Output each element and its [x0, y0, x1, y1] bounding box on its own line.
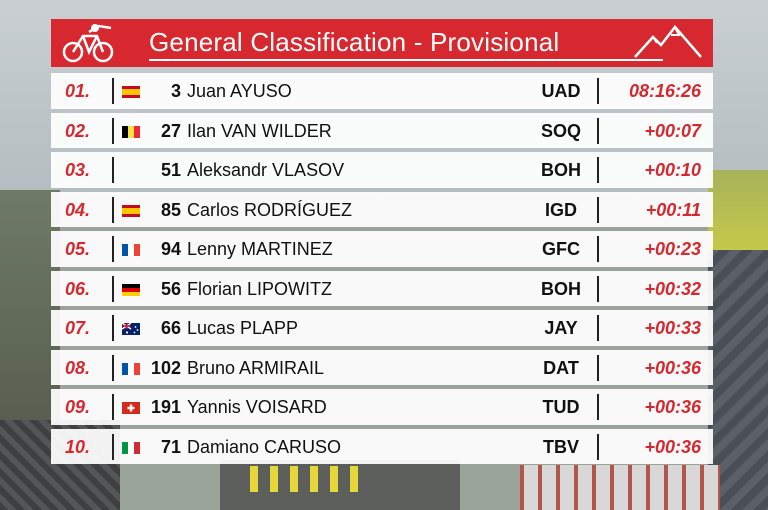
rider-name: Ilan VAN WILDER: [187, 120, 332, 141]
time-gap: +00:32: [644, 278, 701, 299]
team-code: GFC: [542, 239, 580, 259]
field-right: [708, 170, 768, 250]
page-title: General Classification - Provisional: [149, 27, 560, 57]
divider: [597, 275, 599, 302]
position: 09.: [65, 397, 91, 417]
flag-france-icon: [122, 362, 140, 375]
bib-number: 102: [150, 357, 181, 378]
team-code: UAD: [541, 81, 581, 101]
divider: [112, 196, 114, 223]
title-underline: [149, 59, 663, 61]
position: 08.: [65, 357, 91, 378]
position: 03.: [65, 160, 91, 180]
bib-number: 85: [160, 199, 181, 220]
bib-number: 66: [160, 318, 181, 338]
divider: [112, 394, 114, 420]
table-row: 06. 56 Florian LIPOWITZ BOH +00:32: [51, 270, 713, 306]
table-row: 10. 71 Damiano CARUSO TBV +00:36: [51, 428, 713, 464]
table-row: 08. 102 Bruno ARMIRAIL DAT +00:36: [51, 349, 713, 385]
scaffold: [520, 465, 720, 510]
table-row: 09. 191 Yannis VOISARD TUD +00:36: [51, 389, 713, 425]
bib-number: 51: [160, 160, 181, 180]
flag-spain-icon: [122, 204, 140, 217]
team-code: TUD: [542, 397, 580, 417]
time-gap: +00:36: [644, 357, 701, 378]
divider: [112, 275, 114, 302]
flag-switzerland-icon: [122, 401, 140, 414]
bib-number: 27: [160, 120, 181, 141]
divider: [112, 117, 114, 144]
table-row: 01. 3 Juan AYUSO UAD 08:16:26: [51, 73, 713, 109]
divider: [597, 78, 599, 104]
time-gap: +00:23: [644, 239, 701, 259]
team-code: SOQ: [540, 120, 581, 141]
time-gap: +00:10: [644, 160, 701, 180]
none-icon: [122, 164, 140, 176]
rider-name: Juan AYUSO: [187, 81, 292, 101]
position: 02.: [65, 120, 91, 141]
divider: [597, 196, 599, 223]
time-gap: +00:36: [644, 397, 701, 417]
bib-number: 71: [160, 436, 181, 457]
position: 04.: [65, 199, 91, 220]
position: 05.: [65, 239, 91, 259]
rider-name: Aleksandr VLASOV: [187, 160, 345, 180]
team-code: JAY: [544, 318, 578, 338]
divider: [112, 433, 114, 460]
bib-number: 191: [150, 397, 181, 417]
crosswalk: [250, 466, 360, 492]
time-gap: +00:07: [644, 120, 701, 141]
rider-name: Lenny MARTINEZ: [187, 239, 333, 259]
divider: [112, 315, 114, 341]
divider: [597, 354, 599, 381]
bib-number: 94: [160, 239, 181, 259]
rider-name: Bruno ARMIRAIL: [187, 357, 325, 378]
divider: [597, 315, 599, 341]
flag-france-icon: [122, 243, 140, 256]
position: 01.: [65, 81, 91, 101]
position: 07.: [65, 318, 91, 338]
divider: [597, 394, 599, 420]
flag-germany-icon: [122, 283, 140, 296]
flag-italy-icon: [122, 441, 140, 454]
time-gap: 08:16:26: [628, 81, 701, 101]
divider: [597, 117, 599, 144]
position: 10.: [65, 436, 91, 457]
team-code: BOH: [541, 278, 581, 299]
bib-number: 56: [160, 278, 181, 299]
divider: [112, 157, 114, 183]
team-code: DAT: [543, 357, 579, 378]
divider: [597, 157, 599, 183]
bib-number: 3: [170, 81, 181, 101]
classification-table: 01. 3 Juan AYUSO UAD 08:16:26 02. 27 Ilan VAN W…: [51, 73, 713, 468]
rider-name: Florian LIPOWITZ: [187, 278, 333, 299]
table-row: 03. 51 Aleksandr VLASOV BOH +00:10: [51, 152, 713, 188]
divider: [597, 236, 599, 262]
table-row: 02. 27 Ilan VAN WILDER SOQ +00:07: [51, 112, 713, 148]
table-row: 04. 85 Carlos RODRÍGUEZ IGD +00:11: [51, 191, 713, 227]
table-row: 07. 66 Lucas PLAPP JAY +00:33: [51, 310, 713, 346]
table-row: 05. 94 Lenny MARTINEZ GFC +00:23: [51, 231, 713, 267]
rider-name: Lucas PLAPP: [187, 318, 299, 338]
time-gap: +00:11: [645, 199, 701, 220]
flag-spain-icon: [122, 85, 140, 98]
team-code: IGD: [544, 199, 577, 220]
classification-header: General Classification - Provisional: [51, 19, 713, 67]
mountain-icon: [634, 25, 702, 58]
time-gap: +00:36: [644, 436, 701, 457]
divider: [112, 78, 114, 104]
divider: [597, 433, 599, 460]
rider-name: Carlos RODRÍGUEZ: [187, 199, 353, 220]
time-gap: +00:33: [644, 318, 701, 338]
team-code: TBV: [543, 436, 579, 457]
rider-name: Yannis VOISARD: [187, 397, 327, 417]
position: 06.: [65, 278, 91, 299]
rider-name: Damiano CARUSO: [187, 436, 342, 457]
divider: [112, 354, 114, 381]
flag-belgium-icon: [122, 125, 140, 138]
cyclist-icon: [62, 24, 114, 63]
divider: [112, 236, 114, 262]
flag-australia-icon: [121, 322, 140, 335]
team-code: BOH: [541, 160, 581, 180]
